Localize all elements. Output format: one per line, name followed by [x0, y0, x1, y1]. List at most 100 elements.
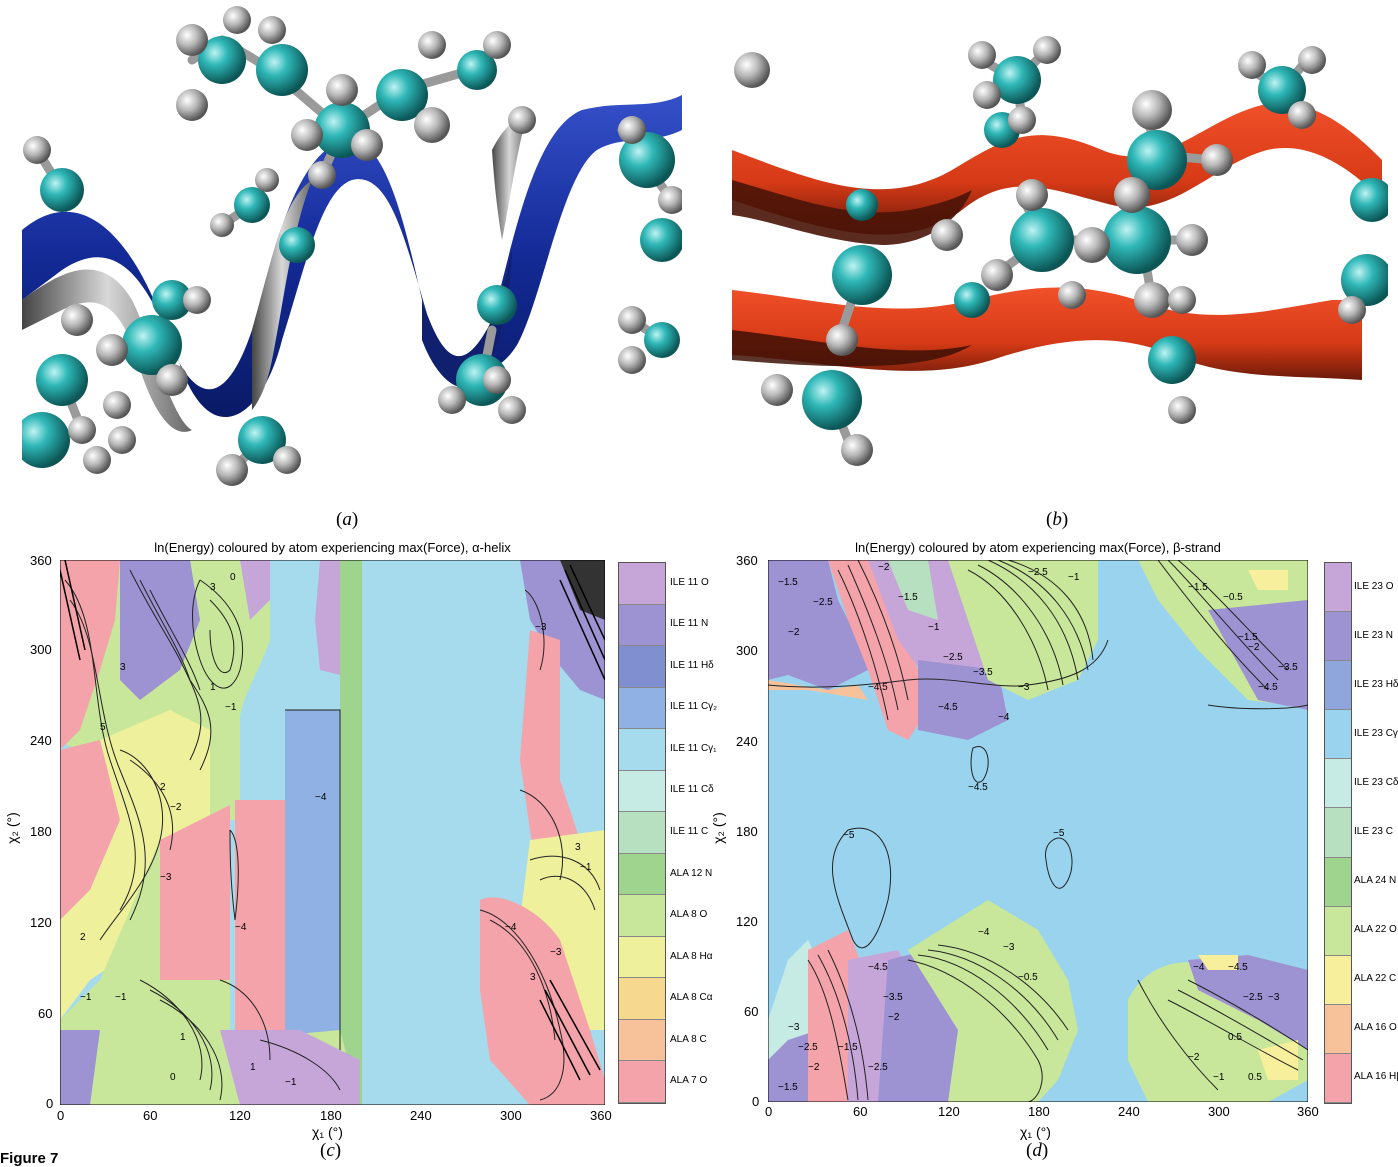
svg-text:−1: −1 [928, 622, 940, 633]
x-tick: 60 [853, 1104, 868, 1119]
caption-b: (b) [1046, 509, 1069, 530]
legend-swatch [619, 604, 665, 647]
svg-text:−4: −4 [998, 712, 1010, 723]
svg-text:−1: −1 [80, 992, 92, 1003]
legend-swatch [1325, 612, 1351, 662]
svg-text:−2.5: −2.5 [1243, 992, 1263, 1003]
svg-text:−2: −2 [1248, 642, 1260, 653]
y-tick: 180 [736, 824, 758, 839]
svg-text:2: 2 [80, 932, 86, 943]
legend-label: ALA 16 O [1354, 1022, 1397, 1034]
legend-label: ALA 24 N [1354, 875, 1397, 887]
svg-text:−3: −3 [788, 1022, 800, 1033]
legend-label: ILE 23 O [1354, 580, 1394, 592]
svg-text:−1.5: −1.5 [838, 1042, 858, 1053]
contour-plot-c: 3 3 0 5 2 −2 1 −1 −3 −1 1 0 1 −1 −4 −4 −4 3 −3 3 −1 −3… [60, 560, 605, 1105]
svg-text:−1.5: −1.5 [898, 592, 918, 603]
legend-swatch [619, 646, 665, 688]
svg-text:−1.5: −1.5 [1188, 582, 1208, 593]
svg-text:−4: −4 [315, 792, 327, 803]
svg-text:−1: −1 [225, 702, 237, 713]
svg-text:−5: −5 [843, 830, 855, 841]
svg-text:−4: −4 [235, 922, 247, 933]
legend-swatch [1325, 955, 1351, 1005]
svg-text:−2: −2 [888, 1012, 900, 1023]
legend-label: ALA 8 Hα [670, 950, 713, 962]
svg-text:−3: −3 [160, 872, 172, 883]
legend-label: ALA 16 Hβ [1354, 1071, 1398, 1083]
x-tick: 240 [410, 1108, 432, 1123]
y-tick: 240 [736, 734, 758, 749]
svg-text:−3.5: −3.5 [1278, 662, 1298, 673]
x-tick: 180 [320, 1108, 342, 1123]
y-tick: 120 [736, 914, 758, 929]
x-tick: 0 [765, 1104, 773, 1119]
legend-d [1324, 562, 1352, 1104]
legend-swatch [1325, 1004, 1351, 1054]
legend-swatch [1325, 710, 1351, 760]
caption-c: (c) [320, 1140, 342, 1161]
svg-text:0.5: 0.5 [1228, 1032, 1242, 1043]
svg-text:−3: −3 [1003, 942, 1015, 953]
x-tick: 0 [57, 1108, 65, 1123]
svg-text:−2.5: −2.5 [813, 597, 833, 608]
svg-text:−2: −2 [788, 627, 800, 638]
legend-swatch [619, 770, 665, 813]
legend-swatch [1325, 906, 1351, 956]
svg-text:−0.5: −0.5 [1018, 972, 1038, 983]
svg-text:−4.5: −4.5 [1228, 962, 1248, 973]
plot-title-d: ln(Energy) coloured by atom experiencing… [855, 540, 1221, 555]
x-tick: 180 [1028, 1104, 1050, 1119]
figure-label: Figure 7 [0, 1150, 59, 1167]
svg-text:−4.5: −4.5 [868, 962, 888, 973]
svg-text:3: 3 [530, 972, 536, 983]
x-axis-label-d: χ₁ (°) [1020, 1124, 1051, 1140]
legend-label: ALA 8 O [670, 909, 708, 921]
legend-swatch [619, 812, 665, 854]
contour-plot-d: −1.5 −2.5 −2 −2 −1.5 −1 −2.5 −3.5 −4.5 −4 −3 −2.… [768, 560, 1308, 1102]
svg-text:2: 2 [160, 782, 166, 793]
svg-text:−2.5: −2.5 [943, 652, 963, 663]
legend-swatch [1325, 661, 1351, 711]
y-tick: 0 [46, 1096, 54, 1111]
svg-text:−3: −3 [550, 947, 562, 958]
svg-text:−2: −2 [878, 562, 890, 573]
svg-text:−3: −3 [1018, 682, 1030, 693]
legend-swatch [619, 729, 665, 771]
svg-text:−3: −3 [1268, 992, 1280, 1003]
svg-text:−1: −1 [580, 862, 592, 873]
legend-swatch [619, 563, 665, 605]
svg-text:−4.5: −4.5 [868, 682, 888, 693]
svg-text:−4.5: −4.5 [938, 702, 958, 713]
legend-label: ILE 23 C [1354, 826, 1393, 837]
legend-swatch [619, 1019, 665, 1062]
y-axis-label-d: χ₂ (°) [709, 812, 726, 844]
svg-text:−1.5: −1.5 [778, 1082, 798, 1093]
legend-label: ALA 7 O [670, 1075, 708, 1087]
legend-label: ILE 11 Hδ [670, 659, 714, 671]
svg-text:−4: −4 [1193, 962, 1205, 973]
legend-label: ILE 23 Cγ₁ [1354, 727, 1398, 739]
svg-text:−2.5: −2.5 [798, 1042, 818, 1053]
y-tick: 60 [38, 1006, 53, 1021]
caption-d: (d) [1026, 1140, 1049, 1161]
svg-text:3: 3 [575, 842, 581, 853]
legend-label: ILE 23 Cδ [1354, 776, 1398, 788]
legend-label: ALA 12 N [670, 867, 713, 879]
legend-swatch [1325, 808, 1351, 858]
svg-text:−1: −1 [1213, 1072, 1225, 1083]
svg-text:5: 5 [100, 722, 106, 733]
y-tick: 0 [752, 1094, 760, 1109]
legend-label: ILE 11 C [670, 826, 709, 837]
svg-text:1: 1 [210, 682, 216, 693]
y-tick: 360 [30, 553, 52, 568]
svg-text:−4: −4 [505, 922, 517, 933]
svg-text:−3: −3 [535, 622, 547, 633]
legend-label: ALA 22 O [1354, 924, 1397, 936]
svg-text:−4: −4 [978, 927, 990, 938]
svg-text:−2: −2 [1188, 1052, 1200, 1063]
y-tick: 240 [30, 733, 52, 748]
x-tick: 60 [143, 1108, 158, 1123]
svg-text:1: 1 [180, 1032, 186, 1043]
x-tick: 360 [590, 1108, 612, 1123]
